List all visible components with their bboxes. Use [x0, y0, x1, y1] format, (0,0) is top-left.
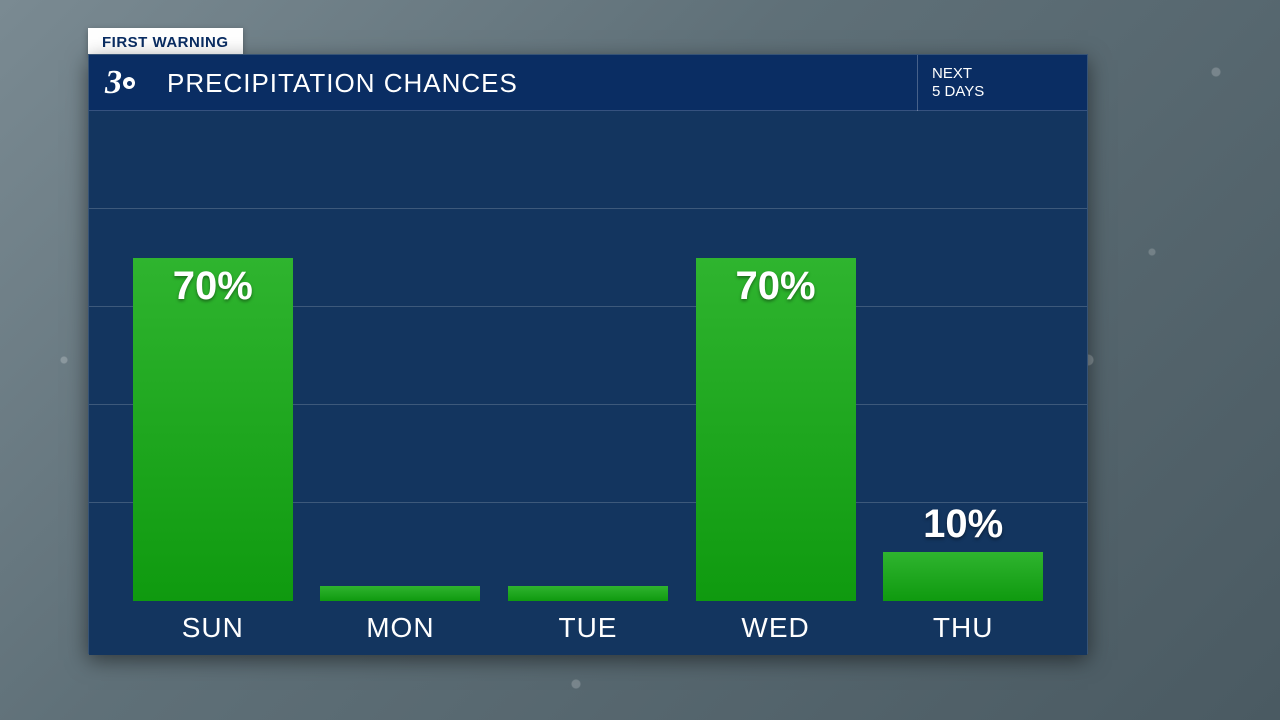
day-label: THU	[883, 612, 1043, 644]
logo-3-icon: 3	[105, 64, 135, 102]
panel-subtitle: NEXT 5 DAYS	[917, 55, 1087, 111]
bar-value-label: 70%	[736, 264, 816, 309]
day-label: TUE	[508, 612, 668, 644]
first-warning-badge: FIRST WARNING	[88, 28, 243, 57]
precipitation-bar: 10%	[883, 552, 1043, 601]
bar-slot: 10%	[883, 111, 1043, 601]
bar-value-label: 70%	[173, 264, 253, 309]
day-label: SUN	[133, 612, 293, 644]
precipitation-bar: 70%	[696, 258, 856, 601]
labels-row: SUN MON TUE WED THU	[89, 601, 1087, 655]
panel-title: PRECIPITATION CHANCES	[151, 55, 917, 111]
station-logo: 3	[89, 55, 151, 111]
subtitle-line-1: NEXT	[932, 65, 1087, 83]
precipitation-bar	[320, 586, 480, 601]
bar-slot: 70%	[133, 111, 293, 601]
bar-slot: 70%	[696, 111, 856, 601]
bar-slot	[320, 111, 480, 601]
day-label: WED	[696, 612, 856, 644]
bar-slot	[508, 111, 668, 601]
forecast-panel: 3 PRECIPITATION CHANCES NEXT 5 DAYS 70%7…	[88, 54, 1088, 654]
panel-header: 3 PRECIPITATION CHANCES NEXT 5 DAYS	[89, 55, 1087, 111]
subtitle-line-2: 5 DAYS	[932, 83, 1087, 101]
logo-numeral: 3	[105, 64, 122, 102]
precipitation-bar	[508, 586, 668, 601]
bars-row: 70% 70% 10%	[89, 111, 1087, 601]
cbs-eye-icon	[123, 77, 135, 89]
bar-value-label: 10%	[923, 502, 1003, 547]
day-label: MON	[320, 612, 480, 644]
chart-area: 70% 70% 10% SUN MON TUE WED THU	[89, 111, 1087, 655]
precipitation-bar: 70%	[133, 258, 293, 601]
